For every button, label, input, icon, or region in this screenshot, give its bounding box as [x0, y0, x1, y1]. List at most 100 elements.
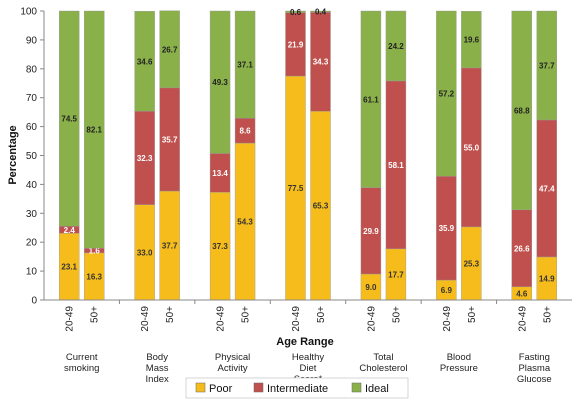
data-label-intermediate: 1.6	[89, 247, 101, 256]
category-label: Total Cholesterol	[359, 352, 407, 374]
data-label-intermediate: 29.9	[363, 227, 379, 236]
y-tick-label: 80	[26, 64, 38, 75]
legend-label-ideal: Ideal	[365, 383, 389, 395]
x-tick-label: 50+	[542, 306, 553, 323]
y-axis-title: Percentage	[7, 125, 19, 184]
category-label-line: Healthy	[292, 352, 324, 363]
category-label: Current smoking	[64, 352, 99, 374]
bar-segment-ideal	[234, 10, 256, 119]
category-label-line: Cholesterol	[359, 363, 407, 374]
bar-segment-ideal	[159, 10, 180, 89]
y-tick-label: 70	[26, 93, 38, 104]
category-label-line: Current	[66, 352, 98, 363]
category-label-line: Total	[373, 352, 393, 363]
y-tick-label: 90	[26, 35, 38, 46]
bar-segment-ideal	[536, 10, 557, 121]
data-label-intermediate: 32.3	[137, 154, 153, 163]
category-label: Body Mass Index	[146, 352, 169, 385]
category-label-line: smoking	[64, 363, 99, 374]
data-label-intermediate: 8.6	[240, 127, 252, 136]
category-label-line: Glucose	[517, 374, 552, 385]
x-axis: 20-49 50+ Current smoking 20-49 50+ Body Mass In…	[44, 299, 572, 385]
y-axis: 0 10 20 30 40 50 60 70 80 90 100	[20, 7, 45, 307]
legend-swatch-ideal	[351, 382, 362, 393]
data-label-ideal: 49.3	[212, 78, 228, 87]
bar-group: 4.6 26.6 68.8 14.9 47.4 37.7	[511, 10, 557, 301]
y-tick-label: 60	[26, 122, 38, 133]
y-tick-label: 50	[26, 151, 38, 162]
bar-group: 23.1 2.4 74.5 16.3 1.6 82.1	[59, 10, 105, 301]
data-label-poor: 65.3	[313, 202, 329, 211]
plot-area: 23.1 2.4 74.5 16.3 1.6 82.1 33.0 32.3 34.6 37.7 35…	[59, 8, 557, 301]
data-label-ideal: 37.1	[237, 61, 253, 70]
y-tick-label: 20	[26, 238, 38, 249]
x-tick-label: 50+	[391, 306, 402, 323]
data-label-poor: 14.9	[539, 274, 555, 283]
x-tick-label: 20-49	[65, 306, 76, 332]
data-label-intermediate: 35.9	[439, 224, 455, 233]
bar-segment-ideal	[461, 11, 482, 69]
bar-segment-ideal	[59, 10, 80, 227]
bar-segment-ideal	[511, 10, 532, 211]
data-label-poor: 6.9	[441, 286, 453, 295]
data-label-poor: 54.3	[237, 218, 253, 227]
category-label-line: Fasting	[519, 352, 550, 363]
bar-segment-ideal	[360, 10, 382, 188]
data-label-poor: 4.6	[516, 289, 528, 298]
y-tick-label: 30	[26, 209, 38, 220]
x-tick-label: 20-49	[517, 306, 528, 332]
x-tick-label: 50+	[241, 306, 252, 323]
data-label-intermediate: 26.6	[514, 244, 530, 253]
legend-swatch-intermediate	[253, 382, 264, 393]
data-label-poor: 33.0	[137, 248, 153, 257]
bar-segment-ideal	[285, 10, 306, 13]
data-label-poor: 16.3	[86, 272, 102, 281]
data-label-ideal: 24.2	[388, 42, 404, 51]
data-label-ideal: 82.1	[86, 126, 102, 135]
data-label-poor: 77.5	[288, 184, 304, 193]
category-label-line: Physical	[215, 352, 250, 363]
data-label-intermediate: 35.7	[162, 135, 178, 144]
y-tick-label: 100	[20, 7, 37, 18]
category-label-line: Blood	[447, 352, 471, 363]
x-tick-label: 20-49	[216, 306, 227, 332]
x-tick-label: 20-49	[366, 306, 377, 332]
category-label: Fasting Plasma Glucose	[517, 352, 552, 385]
legend-label-intermediate: Intermediate	[267, 383, 328, 395]
y-tick-label: 40	[26, 180, 38, 191]
x-tick-label: 50+	[316, 306, 327, 323]
category-label-line: Index	[146, 374, 169, 385]
category-label: Physical Activity	[215, 352, 250, 374]
bar-segment-ideal	[310, 10, 331, 13]
data-label-intermediate: 34.3	[313, 58, 329, 67]
data-label-ideal: 19.6	[464, 36, 480, 45]
y-tick-label: 0	[31, 296, 37, 307]
data-label-poor: 9.0	[365, 283, 377, 292]
data-label-intermediate: 47.4	[539, 184, 555, 193]
data-label-ideal: 34.6	[137, 57, 153, 66]
x-tick-label: 50+	[467, 306, 478, 323]
x-tick-label: 20-49	[140, 306, 151, 332]
legend-swatch-poor	[195, 382, 206, 393]
data-label-poor: 25.3	[464, 259, 480, 268]
data-label-ideal: 37.7	[539, 61, 555, 70]
bar-segment-ideal	[134, 11, 155, 112]
data-label-poor: 37.7	[162, 242, 178, 251]
data-label-ideal: 0.6	[290, 8, 302, 17]
data-label-intermediate: 2.4	[64, 226, 76, 235]
category-label-line: Body	[146, 352, 168, 363]
data-label-ideal: 61.1	[363, 95, 379, 104]
bar-segment-ideal	[209, 10, 231, 154]
data-label-intermediate: 55.0	[464, 143, 480, 152]
bar-group: 9.0 29.9 61.1 17.7 58.1 24.2	[360, 10, 407, 301]
data-label-ideal: 57.2	[439, 90, 455, 99]
legend: Poor Intermediate Ideal	[185, 377, 409, 399]
data-label-ideal: 0.4	[315, 8, 327, 17]
y-tick-label: 10	[26, 267, 38, 278]
data-label-poor: 37.3	[212, 242, 228, 251]
category-label-line: Mass	[146, 363, 169, 374]
bar-group: 37.3 13.4 49.3 54.3 8.6 37.1	[209, 10, 256, 301]
legend-label-poor: Poor	[209, 383, 233, 395]
data-label-ideal: 26.7	[162, 45, 178, 54]
